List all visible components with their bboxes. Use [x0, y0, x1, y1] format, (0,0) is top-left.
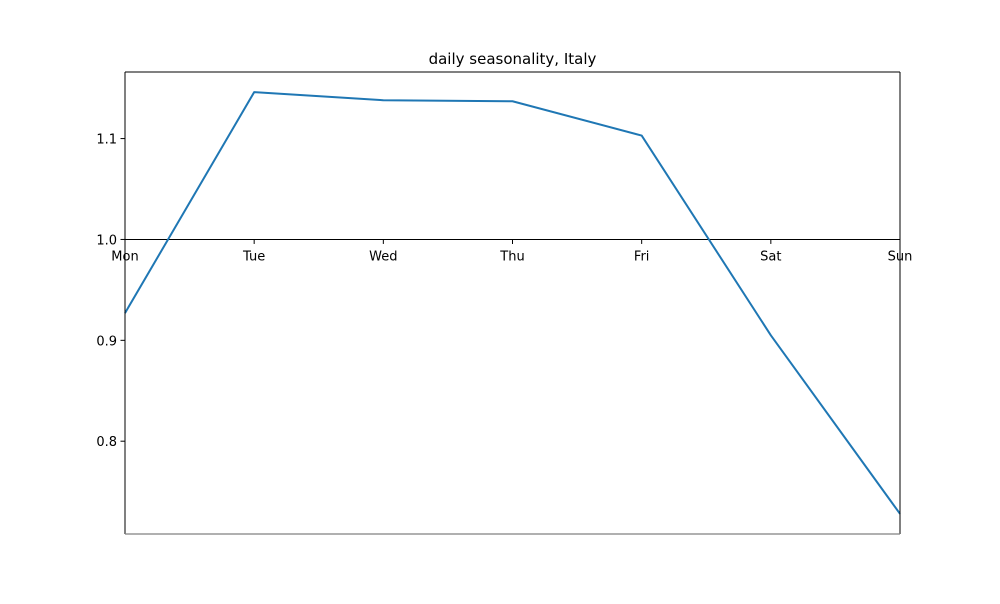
data-point	[640, 134, 644, 138]
x-tick-label: Thu	[499, 249, 524, 264]
series-line	[124, 91, 901, 515]
y-tick-label: 1.1	[96, 133, 117, 148]
y-tick-label: 1.0	[96, 233, 117, 248]
x-tick-label: Tue	[242, 249, 265, 264]
chart-title: daily seasonality, Italy	[429, 50, 597, 68]
plot-frame	[124, 71, 901, 535]
series-lines	[124, 90, 901, 515]
x-tick-label: Fri	[634, 249, 650, 264]
y-tick-label: 0.9	[96, 334, 117, 349]
x-tick-label: Wed	[369, 249, 397, 264]
x-axis: Mon Tue Wed Thu Fri Sat Sun	[111, 238, 912, 264]
data-point	[769, 333, 773, 337]
y-tick-label: 0.8	[96, 435, 117, 450]
data-point	[252, 90, 256, 94]
y-axis-ticks: 0.8 0.9 1.0 1.1	[96, 133, 125, 450]
data-point	[381, 98, 385, 102]
data-point	[511, 99, 515, 103]
x-tick-label: Sat	[760, 249, 781, 264]
